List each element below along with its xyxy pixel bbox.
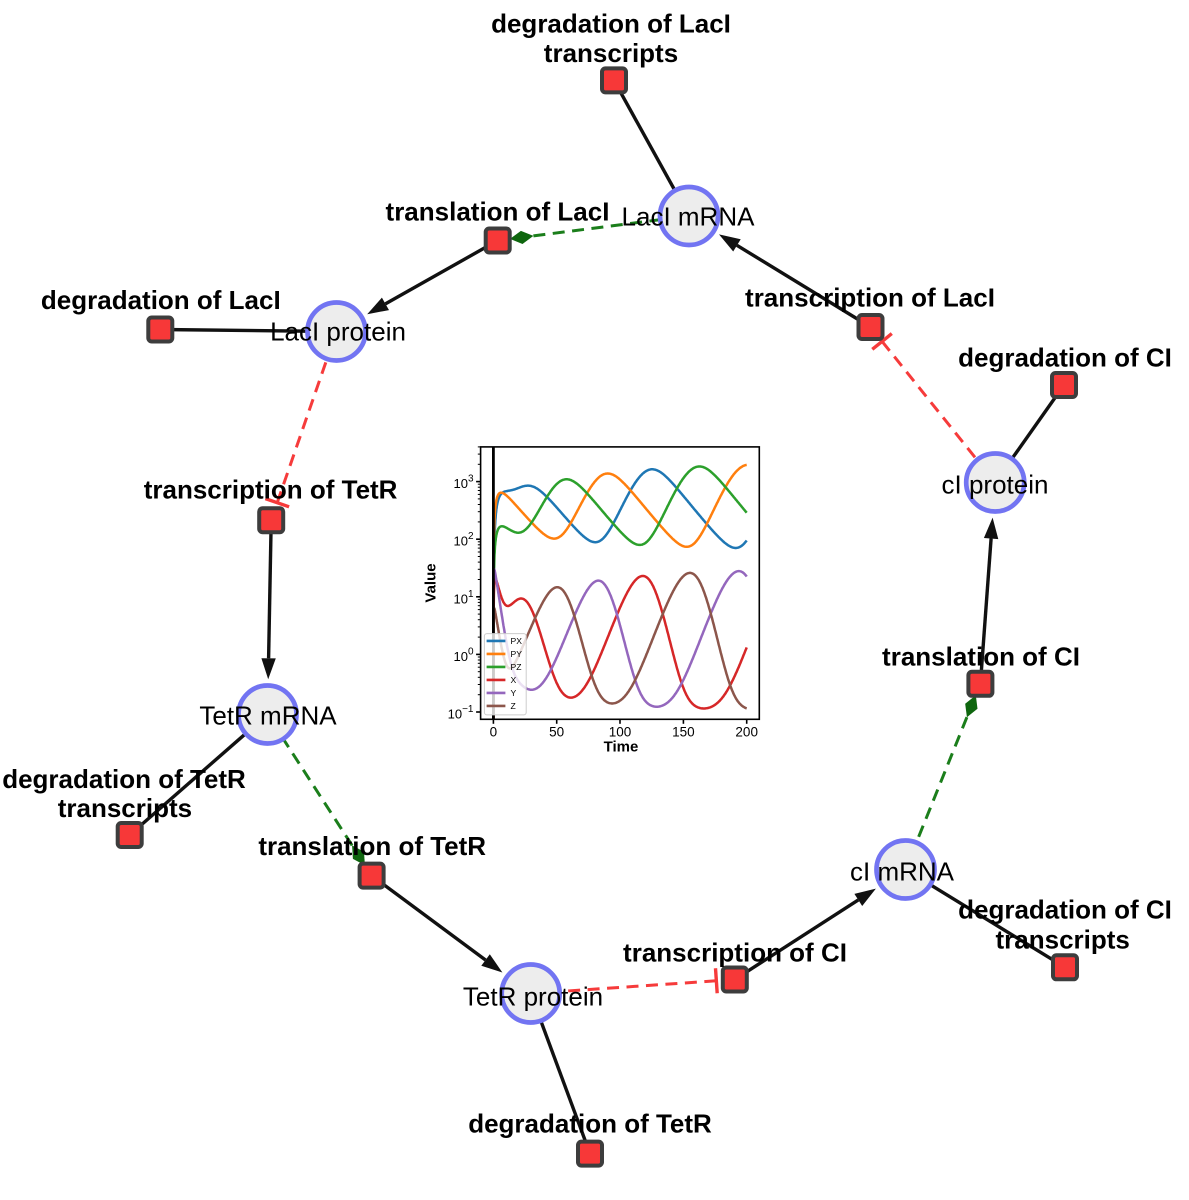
svg-text:200: 200 [735,725,758,740]
svg-text:transcription of LacI: transcription of LacI [745,282,995,312]
svg-text:cI mRNA: cI mRNA [850,856,955,886]
svg-text:degradation of CI: degradation of CI [958,342,1172,372]
svg-text:degradation of LacI: degradation of LacI [41,285,281,315]
svg-text:transcripts: transcripts [58,793,192,823]
svg-text:101: 101 [453,589,473,607]
svg-text:transcripts: transcripts [996,925,1130,955]
svg-text:103: 103 [453,474,473,492]
svg-text:100: 100 [609,725,632,740]
svg-text:TetR mRNA: TetR mRNA [199,700,337,730]
svg-text:10−1: 10−1 [448,704,474,722]
svg-text:50: 50 [549,725,564,740]
svg-text:degradation of CI: degradation of CI [958,894,1172,924]
svg-text:degradation of TetR: degradation of TetR [2,764,246,794]
svg-text:translation of TetR: translation of TetR [258,831,486,861]
svg-text:TetR protein: TetR protein [463,981,603,1011]
svg-text:LacI mRNA: LacI mRNA [622,201,756,231]
svg-text:PZ: PZ [511,662,522,672]
svg-text:150: 150 [672,725,695,740]
svg-text:Value: Value [423,563,440,602]
svg-text:transcription of CI: transcription of CI [623,937,847,967]
svg-text:degradation of TetR: degradation of TetR [468,1109,712,1139]
svg-text:Z: Z [511,701,516,711]
svg-text:102: 102 [453,531,473,549]
svg-text:X: X [511,675,517,685]
svg-text:100: 100 [453,646,473,664]
svg-text:Time: Time [604,739,639,756]
svg-text:PY: PY [511,649,523,659]
svg-text:0: 0 [490,725,498,740]
svg-text:transcripts: transcripts [544,38,678,68]
svg-text:translation of LacI: translation of LacI [386,196,610,226]
svg-text:Y: Y [511,688,517,698]
svg-text:cI protein: cI protein [942,469,1049,499]
svg-text:PX: PX [511,636,523,646]
svg-text:transcription of TetR: transcription of TetR [144,475,398,505]
svg-text:degradation of LacI: degradation of LacI [491,8,731,38]
svg-text:LacI protein: LacI protein [270,316,406,346]
svg-text:translation of CI: translation of CI [882,641,1080,671]
